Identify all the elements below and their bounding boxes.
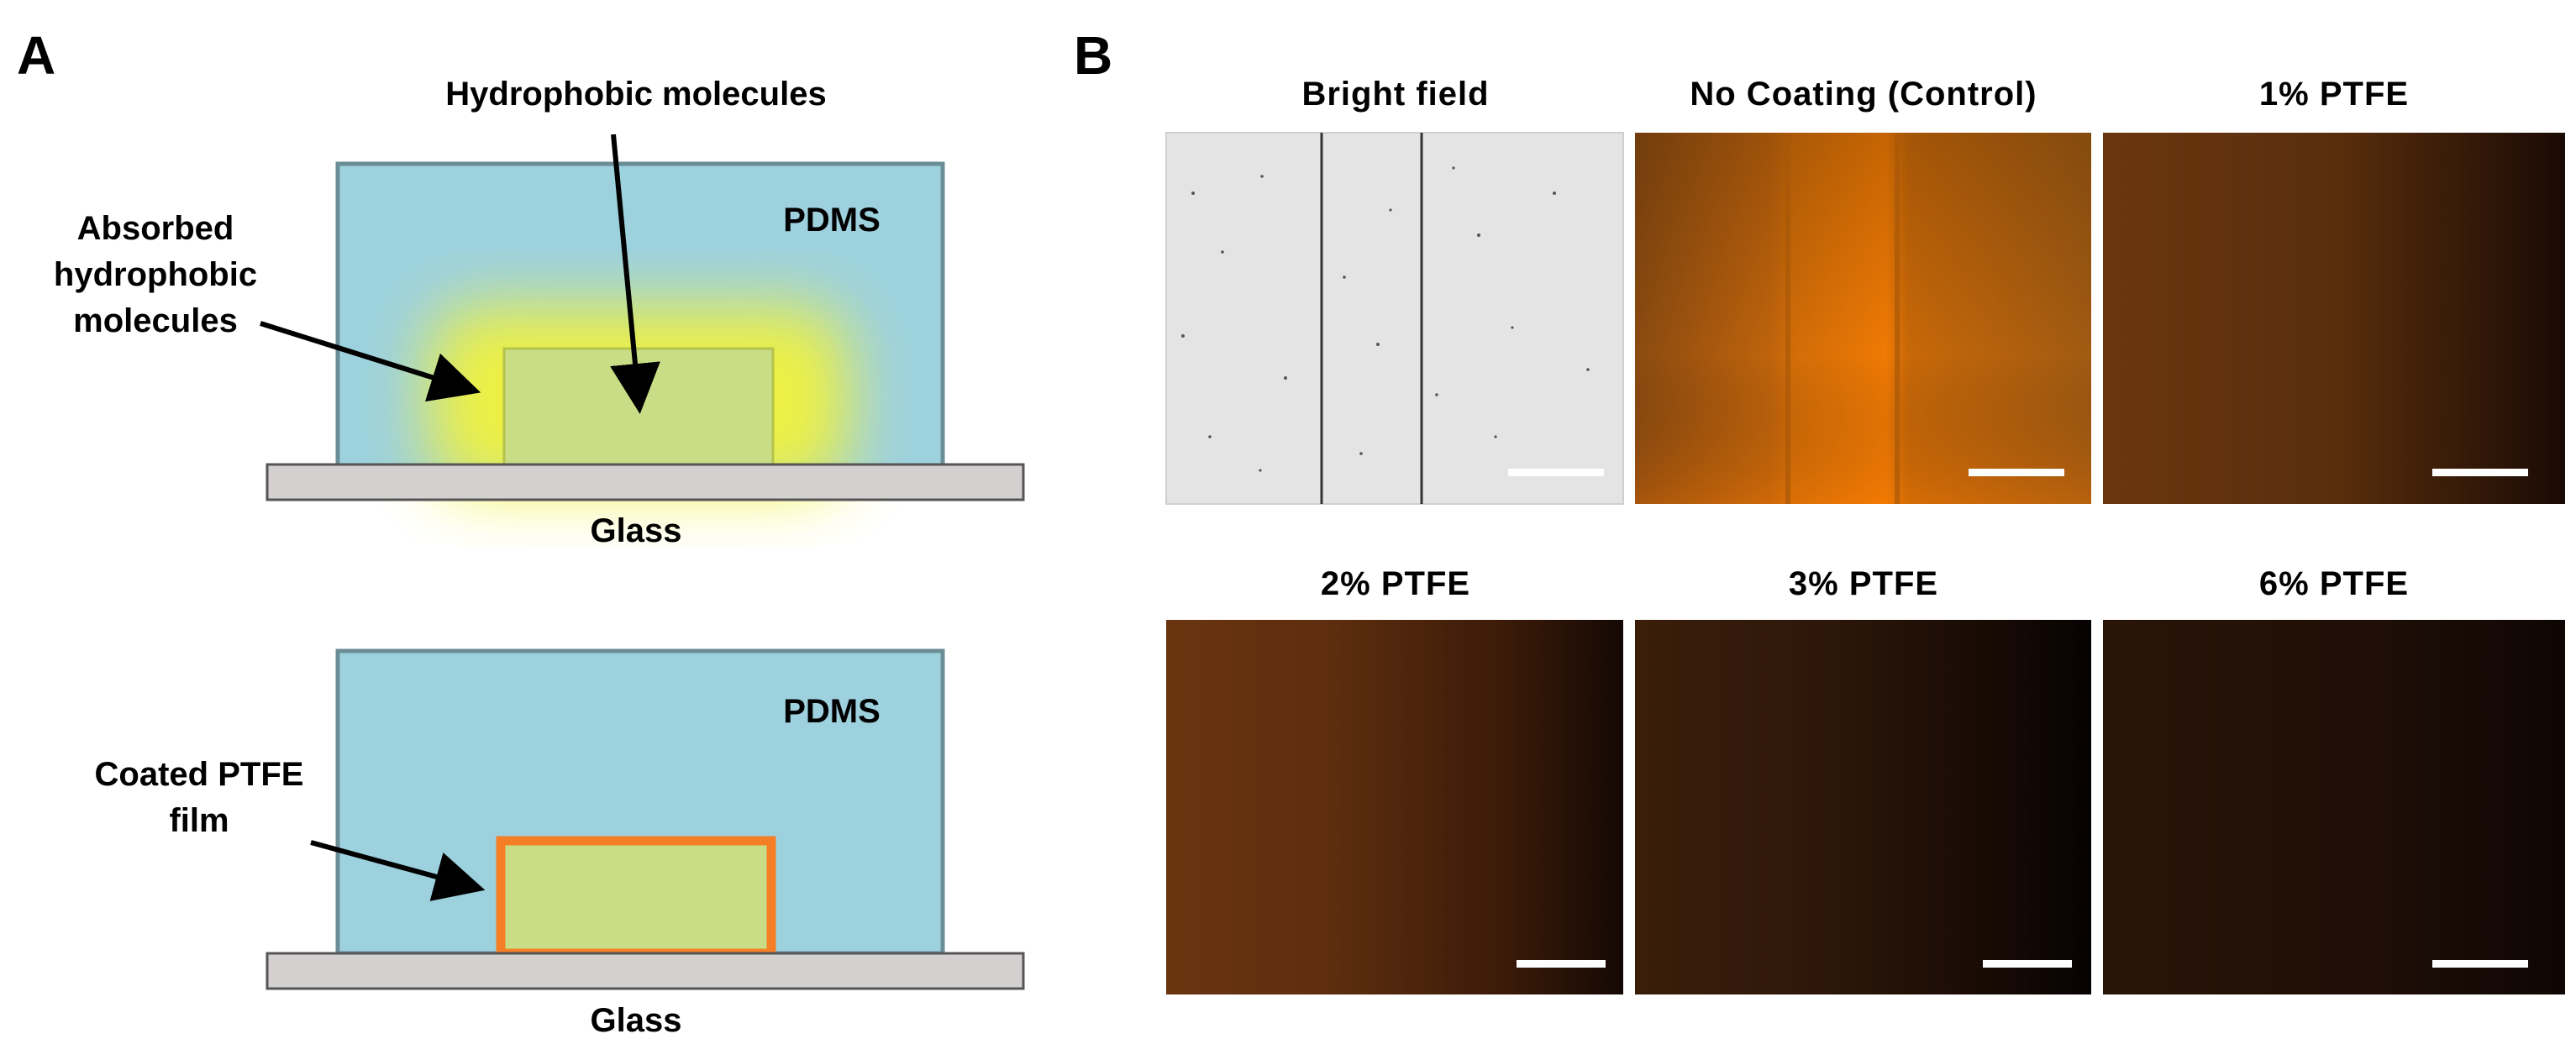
image-title: 6% PTFE	[2259, 565, 2409, 602]
label-coated-line-1: Coated PTFE	[95, 756, 304, 793]
panel-letter-a: A	[17, 25, 55, 86]
label-coated-line-2: film	[169, 802, 229, 839]
channel-wall-line	[1785, 133, 1790, 504]
scale-bar	[1983, 960, 2072, 968]
image-title: 3% PTFE	[1789, 565, 1938, 602]
label-absorbed-line-1: Absorbed	[77, 210, 234, 247]
arrow-coated	[310, 840, 486, 901]
scale-bar	[1969, 469, 2064, 476]
arrow-hydrophobic	[610, 134, 660, 414]
channel	[502, 347, 775, 468]
label-pdms-top: PDMS	[783, 202, 881, 239]
scale-bar	[1517, 960, 1606, 968]
image-ptfe-6	[2103, 620, 2565, 994]
label-absorbed-line-3: molecules	[73, 302, 238, 339]
glass-slide	[265, 463, 1025, 501]
image-title: Bright field	[1301, 76, 1489, 113]
label-glass-top: Glass	[591, 512, 682, 549]
schematic-bottom: PDMS Coated PTFE film Glass	[95, 648, 1025, 1039]
image-title: 1% PTFE	[2259, 76, 2409, 113]
image-control	[1635, 133, 2091, 504]
debris-specks	[1181, 166, 1590, 472]
image-title: 2% PTFE	[1321, 565, 1470, 602]
label-absorbed-line-2: hydrophobic	[54, 256, 257, 293]
image-ptfe-3	[1635, 620, 2091, 994]
arrow-absorbed	[260, 321, 481, 402]
ptfe-coated-channel	[496, 836, 776, 958]
scale-bar	[1508, 469, 1604, 476]
panel-letter-b: B	[1074, 25, 1112, 86]
image-title: No Coating (Control)	[1690, 76, 2037, 113]
image-ptfe-1	[2103, 133, 2565, 504]
label-glass-bottom: Glass	[591, 1002, 682, 1039]
channel-wall-line	[1895, 133, 1900, 504]
image-ptfe-2	[1166, 620, 1623, 994]
label-pdms-bottom: PDMS	[783, 693, 881, 730]
label-hydrophobic-molecules: Hydrophobic molecules	[445, 76, 826, 113]
schematic-top: Hydrophobic molecules Absorbed hydrophob…	[54, 76, 1025, 549]
scale-bar	[2432, 469, 2528, 476]
glass-slide	[265, 952, 1025, 990]
image-bright-field	[1165, 132, 1624, 505]
scale-bar	[2432, 960, 2528, 968]
